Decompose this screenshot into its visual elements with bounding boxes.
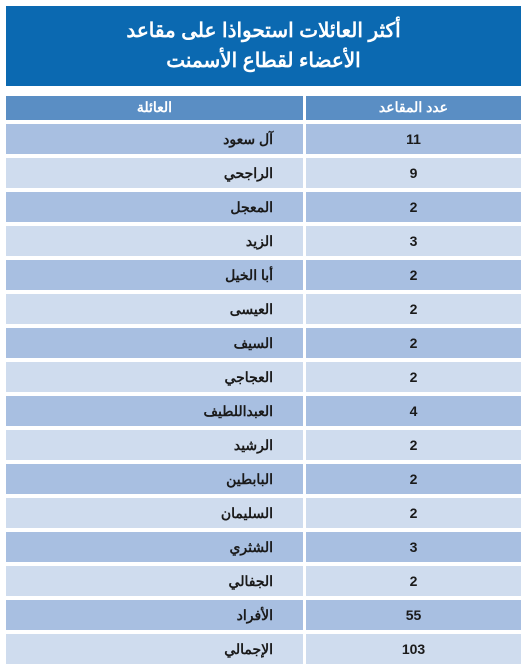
cell-seats: 2: [306, 328, 521, 358]
spacer: [6, 86, 521, 96]
table-row: العجاجي2: [6, 362, 521, 392]
cell-seats: 2: [306, 362, 521, 392]
cell-seats: 11: [306, 124, 521, 154]
cell-seats: 2: [306, 192, 521, 222]
cell-family: العبداللطيف: [6, 396, 303, 426]
table-row: آل سعود11: [6, 124, 521, 154]
table-row: السيف2: [6, 328, 521, 358]
table-row: العيسى2: [6, 294, 521, 324]
cell-family: العيسى: [6, 294, 303, 324]
cell-seats: 3: [306, 226, 521, 256]
cell-seats: 2: [306, 430, 521, 460]
table-row: العبداللطيف4: [6, 396, 521, 426]
table-row: الشثري3: [6, 532, 521, 562]
cell-family: الأفراد: [6, 600, 303, 630]
table-row: الراجحي9: [6, 158, 521, 188]
table-row: الأفراد55: [6, 600, 521, 630]
cell-family: الرشيد: [6, 430, 303, 460]
table-container: أكثر العائلات استحواذا على مقاعد الأعضاء…: [0, 0, 527, 670]
cell-family: آل سعود: [6, 124, 303, 154]
header-family: العائلة: [6, 96, 303, 120]
table-row: الرشيد2: [6, 430, 521, 460]
cell-seats: 55: [306, 600, 521, 630]
cell-family: العجاجي: [6, 362, 303, 392]
cell-seats: 103: [306, 634, 521, 664]
cell-family: الشثري: [6, 532, 303, 562]
table-row: أبا الخيل2: [6, 260, 521, 290]
cell-family: الزيد: [6, 226, 303, 256]
cell-family: السليمان: [6, 498, 303, 528]
table: العائلة عدد المقاعد آل سعود11الراجحي9الم…: [6, 96, 521, 664]
table-row: الإجمالي103: [6, 634, 521, 664]
cell-family: الراجحي: [6, 158, 303, 188]
table-row: السليمان2: [6, 498, 521, 528]
cell-seats: 9: [306, 158, 521, 188]
cell-family: الإجمالي: [6, 634, 303, 664]
title-bar: أكثر العائلات استحواذا على مقاعد الأعضاء…: [6, 6, 521, 86]
cell-seats: 3: [306, 532, 521, 562]
cell-seats: 2: [306, 498, 521, 528]
table-row: البابطين2: [6, 464, 521, 494]
cell-seats: 2: [306, 566, 521, 596]
cell-family: المعجل: [6, 192, 303, 222]
title-line-1: أكثر العائلات استحواذا على مقاعد: [14, 16, 513, 46]
cell-seats: 2: [306, 294, 521, 324]
cell-family: السيف: [6, 328, 303, 358]
table-row: الزيد3: [6, 226, 521, 256]
cell-seats: 2: [306, 260, 521, 290]
table-row: الجفالي2: [6, 566, 521, 596]
title-line-2: الأعضاء لقطاع الأسمنت: [14, 46, 513, 76]
cell-seats: 4: [306, 396, 521, 426]
cell-seats: 2: [306, 464, 521, 494]
table-body: آل سعود11الراجحي9المعجل2الزيد3أبا الخيل2…: [6, 120, 521, 664]
table-header-row: العائلة عدد المقاعد: [6, 96, 521, 120]
table-row: المعجل2: [6, 192, 521, 222]
cell-family: الجفالي: [6, 566, 303, 596]
cell-family: البابطين: [6, 464, 303, 494]
cell-family: أبا الخيل: [6, 260, 303, 290]
header-seats: عدد المقاعد: [306, 96, 521, 120]
